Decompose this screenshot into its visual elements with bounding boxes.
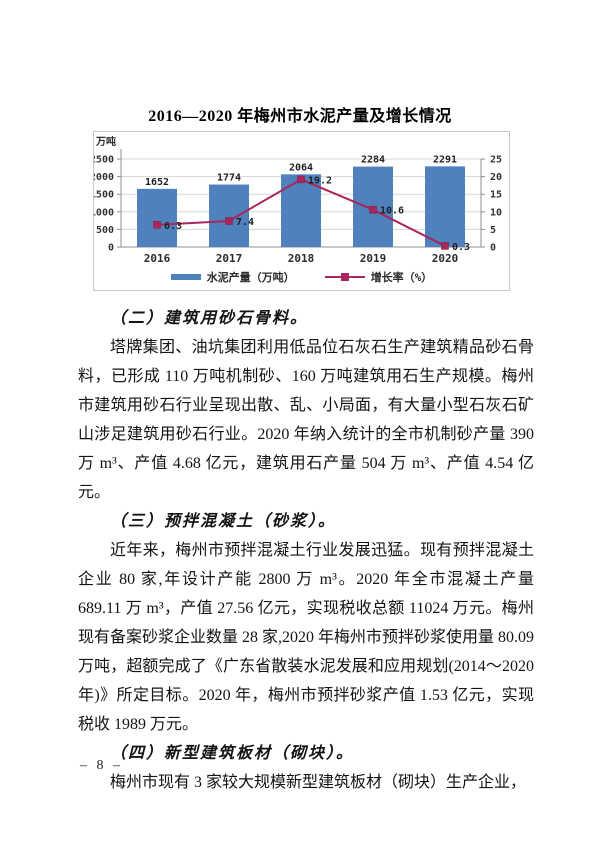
- x-axis-label: 2020: [432, 252, 459, 265]
- line-value-label: 10.6: [380, 206, 404, 217]
- left-axis-tick: 2000: [94, 172, 114, 183]
- line-marker: [153, 221, 161, 229]
- right-axis-tick: 20: [490, 172, 502, 183]
- bar-value-label: 2064: [289, 162, 313, 173]
- line-marker: [369, 205, 377, 214]
- chart-plot: 0 500 1000 1500 2000 2500 0 5 10 15 20 25 万吨 1652 1774…: [94, 135, 502, 265]
- line-marker: [441, 242, 449, 250]
- line-value-label: 0.3: [452, 242, 470, 253]
- legend-item: 水泥产量（万吨）: [170, 269, 295, 285]
- left-axis-tick: 0: [108, 243, 114, 254]
- bar-2016: [137, 188, 177, 247]
- left-axis-tick: 1000: [94, 207, 114, 218]
- document-body: （二）建筑用砂石骨料。塔牌集团、油坑集团利用低品位石灰石生产建筑精品砂石骨料，已…: [78, 304, 534, 797]
- bar-2017: [209, 184, 249, 247]
- paragraph: 梅州市现有 3 家较大规模新型建筑板材（砌块）生产企业，: [110, 774, 527, 791]
- right-axis-tick: 10: [490, 207, 502, 218]
- cement-production-chart: 0 500 1000 1500 2000 2500 0 5 10 15 20 25 万吨 1652 1774…: [93, 131, 510, 291]
- bar-value-label: 2284: [361, 155, 385, 166]
- legend-label: 水泥产量（万吨）: [206, 271, 295, 284]
- x-axis-label: 2017: [216, 252, 243, 265]
- left-axis-unit-label: 万吨: [95, 135, 116, 148]
- right-axis-tick: 15: [490, 190, 502, 201]
- bar-value-label: 2291: [433, 154, 457, 165]
- line-value-label: 6.3: [164, 221, 182, 232]
- bar-value-label: 1774: [217, 173, 241, 184]
- legend-item: 增长率（%）: [324, 269, 433, 285]
- x-axis-label: 2018: [288, 252, 315, 265]
- x-axis-label: 2016: [144, 252, 171, 265]
- paragraph: 近年来，梅州市预拌混凝土行业发展迅猛。现有预拌混凝土企业 80 家,年设计产能 …: [78, 542, 535, 733]
- right-axis-tick: 5: [490, 225, 496, 236]
- left-axis-tick: 1500: [94, 190, 114, 201]
- legend-bar-swatch: [170, 274, 201, 280]
- line-marker: [297, 175, 305, 184]
- chart-title: 2016—2020 年梅州市水泥产量及增长情况: [148, 108, 452, 125]
- left-axis-tick: 2500: [94, 155, 114, 166]
- right-axis-tick: 25: [490, 155, 502, 166]
- right-axis-tick: 0: [490, 243, 496, 254]
- section-heading: （四）新型建筑板材（砌块）。: [110, 745, 355, 762]
- paragraph: 塔牌集团、油坑集团利用低品位石灰石生产建筑精品砂石骨料，已形成 110 万吨机制…: [78, 339, 534, 501]
- bar-value-label: 1652: [145, 177, 169, 188]
- line-value-label: 7.4: [236, 217, 254, 228]
- left-axis-tick: 500: [96, 225, 114, 236]
- chart-legend: 水泥产量（万吨） 增长率（%）: [94, 267, 509, 287]
- line-marker: [225, 217, 233, 225]
- page-number: – 8 –: [80, 758, 123, 773]
- line-value-label: 19.2: [308, 175, 332, 186]
- section-heading: （三）预拌混凝土（砂浆）。: [110, 513, 337, 530]
- x-axis-label: 2019: [360, 252, 387, 265]
- legend-line-swatch: [324, 273, 365, 282]
- section-heading: （二）建筑用砂石骨料。: [110, 310, 309, 327]
- legend-label: 增长率（%）: [370, 271, 433, 284]
- bar-2020: [425, 166, 465, 247]
